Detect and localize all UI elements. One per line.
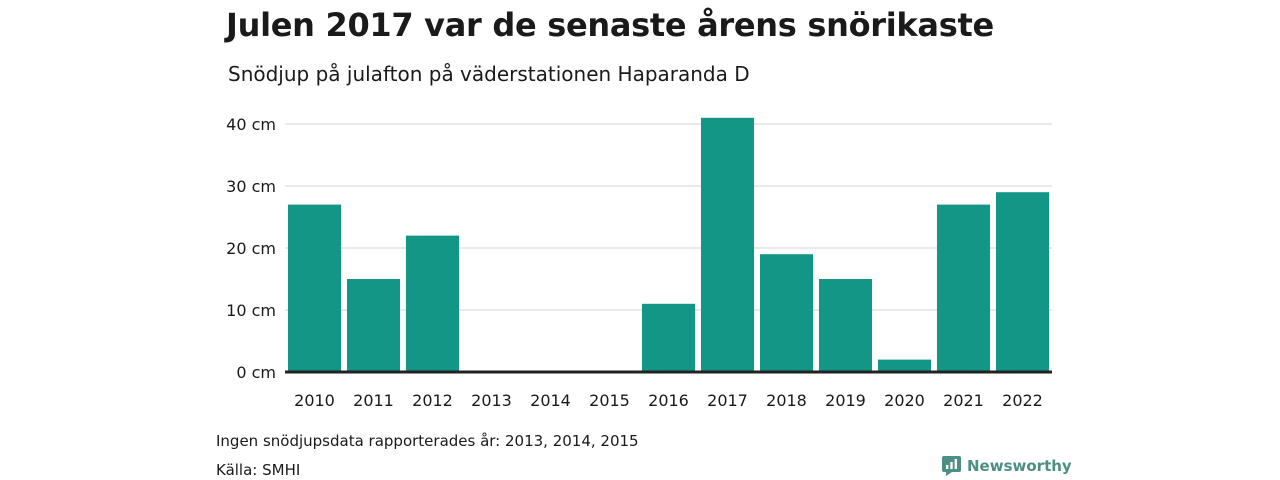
bar-2017	[700, 117, 755, 372]
x-tick-label: 2016	[648, 391, 689, 410]
x-tick-label: 2021	[943, 391, 984, 410]
bar-2019	[818, 279, 873, 372]
x-tick-label: 2012	[412, 391, 453, 410]
bar-2022	[995, 192, 1050, 372]
bar-2012	[405, 235, 460, 372]
bar-2021	[936, 204, 991, 372]
newsworthy-logo-icon	[942, 456, 961, 476]
bar-2020	[877, 359, 932, 372]
brand-logo: Newsworthy	[942, 456, 1072, 476]
y-tick-label: 10 cm	[226, 301, 276, 320]
chart-subtitle: Snödjup på julafton på väderstationen Ha…	[228, 62, 750, 86]
bar-2011	[346, 279, 401, 372]
x-tick-label: 2014	[530, 391, 571, 410]
x-tick-label: 2018	[766, 391, 807, 410]
y-tick-label: 0 cm	[236, 363, 276, 382]
bar-2016	[641, 303, 696, 372]
bar-2010	[287, 204, 342, 372]
x-tick-label: 2010	[294, 391, 335, 410]
y-tick-label: 30 cm	[226, 177, 276, 196]
bars	[287, 117, 1050, 372]
x-tick-label: 2020	[884, 391, 925, 410]
x-tick-label: 2022	[1002, 391, 1043, 410]
source-credit: Källa: SMHI	[216, 461, 301, 479]
x-tick-label: 2011	[353, 391, 394, 410]
missing-data-note: Ingen snödjupsdata rapporterades år: 201…	[216, 432, 639, 450]
y-tick-label: 20 cm	[226, 239, 276, 258]
bar-2018	[759, 254, 814, 372]
x-tick-label: 2019	[825, 391, 866, 410]
x-tick-label: 2017	[707, 391, 748, 410]
bar-chart: 0 cm 10 cm 20 cm 30 cm 40 cm 2010 2011 2012 2013…	[226, 115, 1052, 410]
x-tick-label: 2013	[471, 391, 512, 410]
chart-title: Julen 2017 var de senaste årens snörikas…	[226, 6, 994, 44]
brand-name: Newsworthy	[967, 457, 1072, 475]
axes: 0 cm 10 cm 20 cm 30 cm 40 cm 2010 2011 2012 2013…	[226, 115, 1052, 410]
y-tick-label: 40 cm	[226, 115, 276, 134]
x-tick-label: 2015	[589, 391, 630, 410]
